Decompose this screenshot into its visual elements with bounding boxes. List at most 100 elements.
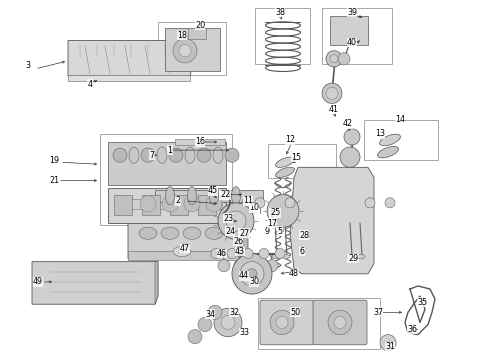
- Ellipse shape: [213, 147, 223, 163]
- Bar: [170, 195, 188, 215]
- Bar: [114, 195, 132, 215]
- Circle shape: [275, 248, 285, 258]
- Text: 33: 33: [239, 328, 249, 337]
- Ellipse shape: [231, 186, 241, 205]
- Circle shape: [276, 316, 288, 329]
- Ellipse shape: [380, 134, 400, 146]
- Circle shape: [197, 148, 211, 162]
- Bar: [198, 195, 216, 215]
- Text: 34: 34: [205, 310, 215, 319]
- Ellipse shape: [275, 167, 294, 177]
- Text: 37: 37: [373, 308, 383, 317]
- Ellipse shape: [205, 227, 223, 239]
- Ellipse shape: [157, 147, 167, 163]
- Text: 22: 22: [220, 190, 230, 199]
- Circle shape: [266, 260, 278, 272]
- Text: 10: 10: [249, 203, 259, 212]
- Bar: [108, 188, 226, 223]
- Ellipse shape: [166, 186, 174, 205]
- Bar: [255, 8, 310, 64]
- Circle shape: [234, 260, 246, 272]
- Text: 44: 44: [239, 271, 249, 280]
- Circle shape: [326, 51, 342, 67]
- Text: 2: 2: [175, 196, 180, 205]
- Circle shape: [247, 269, 257, 279]
- Circle shape: [255, 198, 265, 208]
- Text: 3: 3: [25, 62, 30, 71]
- Ellipse shape: [347, 255, 355, 258]
- Bar: [158, 22, 226, 75]
- Bar: [68, 75, 190, 81]
- Circle shape: [141, 148, 155, 162]
- Circle shape: [188, 329, 202, 344]
- Text: 48: 48: [289, 269, 299, 278]
- Circle shape: [113, 148, 127, 162]
- Text: 40: 40: [347, 38, 357, 47]
- Text: 23: 23: [223, 213, 233, 222]
- Circle shape: [322, 83, 342, 103]
- Ellipse shape: [378, 147, 398, 158]
- Ellipse shape: [139, 227, 157, 239]
- Polygon shape: [155, 262, 158, 304]
- Circle shape: [173, 39, 197, 63]
- Circle shape: [326, 87, 338, 99]
- Circle shape: [270, 310, 294, 335]
- Circle shape: [211, 248, 221, 258]
- Circle shape: [365, 198, 375, 208]
- Circle shape: [338, 53, 350, 65]
- Text: 24: 24: [225, 227, 235, 236]
- Ellipse shape: [282, 255, 290, 258]
- Circle shape: [285, 198, 295, 208]
- Circle shape: [225, 148, 239, 162]
- Ellipse shape: [183, 227, 201, 239]
- Bar: [165, 28, 220, 71]
- Text: 29: 29: [348, 254, 358, 263]
- Bar: [188, 28, 206, 39]
- Ellipse shape: [272, 255, 280, 258]
- Text: 45: 45: [208, 186, 218, 195]
- Circle shape: [218, 260, 230, 272]
- Text: 27: 27: [239, 229, 249, 238]
- Text: 50: 50: [290, 308, 300, 317]
- Bar: [268, 144, 336, 179]
- Bar: [364, 120, 438, 160]
- Text: 9: 9: [265, 227, 270, 236]
- Circle shape: [334, 316, 346, 329]
- Bar: [100, 134, 232, 225]
- Circle shape: [208, 305, 222, 319]
- FancyBboxPatch shape: [260, 300, 314, 345]
- Text: 49: 49: [33, 278, 43, 287]
- Ellipse shape: [185, 147, 195, 163]
- Circle shape: [162, 196, 178, 212]
- Bar: [322, 8, 392, 64]
- Circle shape: [344, 129, 360, 145]
- Text: 5: 5: [277, 227, 283, 236]
- Circle shape: [179, 45, 191, 57]
- FancyBboxPatch shape: [313, 300, 367, 345]
- Bar: [128, 252, 240, 260]
- Polygon shape: [290, 167, 374, 274]
- Circle shape: [227, 248, 237, 258]
- Polygon shape: [32, 262, 158, 304]
- Circle shape: [218, 203, 254, 239]
- Circle shape: [250, 260, 262, 272]
- Circle shape: [328, 310, 352, 335]
- Circle shape: [221, 315, 235, 329]
- Ellipse shape: [357, 255, 365, 258]
- Polygon shape: [128, 208, 240, 258]
- Text: 19: 19: [49, 156, 59, 165]
- Text: 39: 39: [347, 8, 357, 17]
- Circle shape: [340, 147, 360, 167]
- Circle shape: [214, 308, 242, 337]
- Bar: [142, 195, 160, 215]
- Text: 17: 17: [267, 219, 277, 228]
- Text: 28: 28: [299, 231, 309, 240]
- Ellipse shape: [188, 186, 196, 205]
- Text: 47: 47: [180, 244, 190, 253]
- Circle shape: [240, 262, 264, 286]
- Text: 35: 35: [417, 298, 427, 307]
- Text: 20: 20: [195, 21, 205, 30]
- Bar: [155, 190, 263, 202]
- Ellipse shape: [161, 227, 179, 239]
- Circle shape: [232, 253, 272, 294]
